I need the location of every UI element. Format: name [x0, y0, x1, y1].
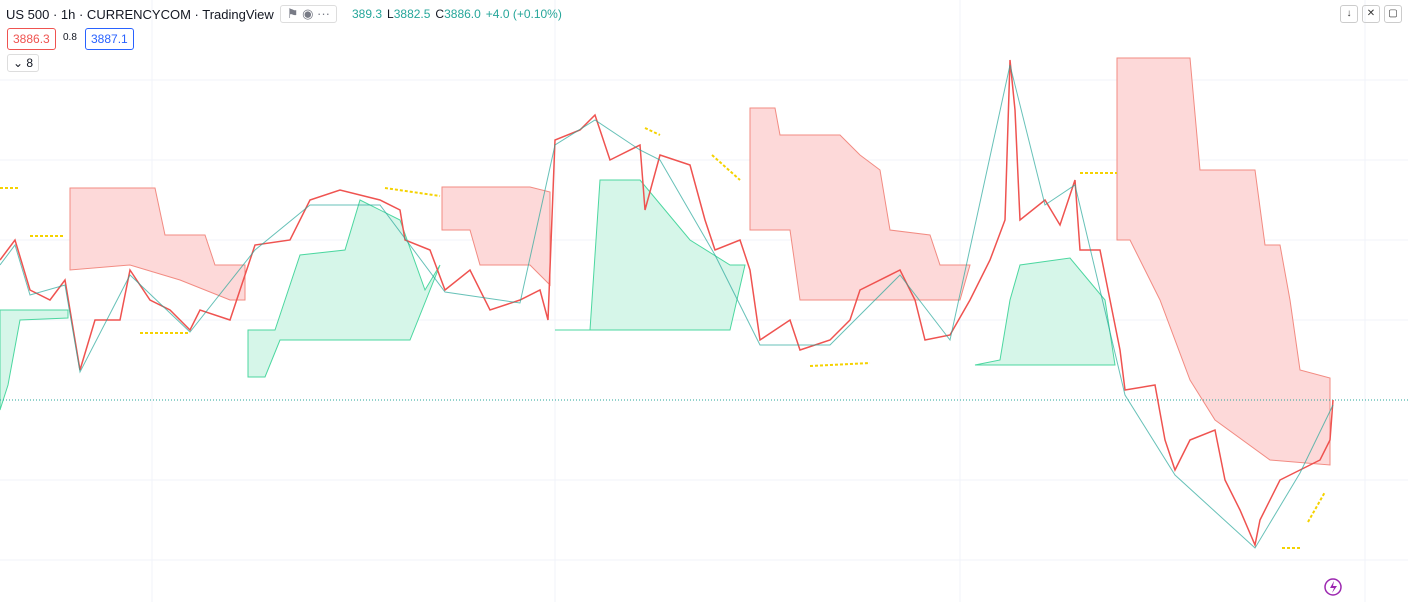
legend-controls[interactable]: ⚑ ◉ ··· [279, 5, 338, 23]
collapse-button[interactable]: ✕ [1362, 5, 1380, 23]
ohlc-low: L3882.5 [387, 7, 431, 21]
spread: 0.8 [58, 28, 82, 48]
red-cloud [69, 57, 1331, 466]
ohlc-high: 389.3 [352, 7, 383, 21]
legend-title: US 500 · 1h · CURRENCYCOM · TradingView … [6, 5, 338, 23]
buy-button[interactable]: 3887.1 [85, 28, 134, 50]
green-cloud [0, 179, 1116, 411]
price-path-up [0, 64, 1334, 549]
price-path [0, 59, 1334, 548]
indicators-toggle[interactable]: ⌄ 8 [7, 54, 40, 72]
indicators-count: 8 [26, 56, 34, 70]
ohlc: 389.3 L3882.5 C3886.0 +4.0 (+0.10%) [352, 7, 562, 21]
sell-button[interactable]: 3886.3 [7, 28, 56, 50]
bolt-icon[interactable] [1324, 578, 1342, 596]
ohlc-change: +4.0 (+0.10%) [485, 7, 562, 21]
download-button[interactable]: ↓ [1340, 5, 1358, 23]
symbol-title[interactable]: US 500 · 1h · CURRENCYCOM · TradingView [6, 6, 274, 22]
fullscreen-button[interactable]: ▢ [1384, 5, 1402, 23]
sar-dots [0, 127, 1326, 549]
ohlc-close: C3886.0 [435, 7, 481, 21]
